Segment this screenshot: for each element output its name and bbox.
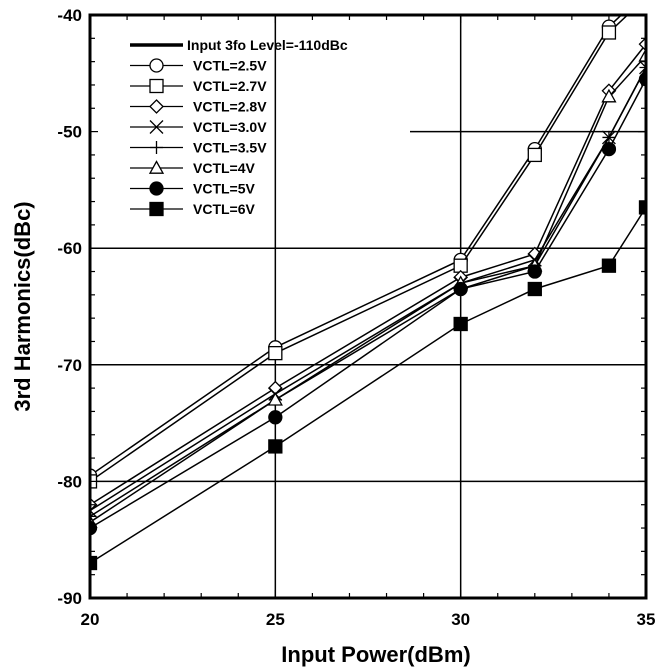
series-line [90, 43, 646, 506]
legend-label: VCTL=3.5V [193, 140, 267, 156]
data-point [638, 200, 646, 215]
data-point [639, 60, 646, 75]
legend-item: VCTL=2.7V [130, 78, 267, 94]
legend: Input 3fo Level=-110dBc VCTL=2.5V VCTL=2.7… [130, 37, 348, 217]
series-group [90, 0, 653, 571]
data-point [638, 71, 646, 87]
y-tick-label: -90 [57, 589, 82, 608]
data-point [527, 281, 542, 297]
data-point [640, 0, 653, 4]
data-point [267, 391, 283, 406]
series-vctl-3-5v [90, 60, 646, 523]
data-point [601, 141, 617, 157]
y-axis-title: 3rd Harmonics(dBc) [10, 201, 35, 411]
y-tick-label: -50 [57, 123, 82, 142]
legend-reference-label: Input 3fo Level=-110dBc [187, 37, 348, 53]
series-vctl-5v [90, 71, 646, 536]
legend-item: VCTL=4V [130, 160, 256, 176]
data-point [601, 25, 617, 40]
legend-marker [149, 58, 164, 73]
data-point [601, 258, 617, 273]
legend-item: VCTL=5V [130, 181, 256, 197]
data-point [453, 316, 468, 332]
data-point [90, 503, 97, 518]
x-axis-title: Input Power(dBm) [281, 642, 470, 667]
legend-label: VCTL=2.5V [193, 58, 267, 74]
legend-marker [148, 160, 165, 174]
series-line [90, 67, 646, 518]
legend-item: VCTL=6V [130, 201, 256, 217]
y-tick-label: -80 [57, 472, 82, 491]
data-point [268, 439, 283, 454]
series-line [90, 15, 629, 483]
tick-labels: 20 25 30 35 -90 -80 -70 -60 -50 -40 [57, 6, 655, 629]
legend-label: VCTL=4V [193, 160, 256, 176]
data-point [602, 130, 616, 144]
data-point [601, 88, 617, 103]
legend-item: VCTL=3.5V [130, 140, 267, 156]
legend-marker [149, 120, 164, 134]
y-tick-label: -70 [57, 356, 82, 375]
y-tick-label: -40 [57, 6, 82, 25]
series-vctl-3-0v [90, 60, 646, 518]
legend-label: VCTL=6V [193, 201, 256, 217]
legend-item: VCTL=3.0V [130, 119, 267, 135]
legend-item: VCTL=2.8V [130, 99, 267, 115]
series-line [90, 67, 646, 512]
legend-label: VCTL=2.7V [193, 78, 267, 94]
data-point [453, 281, 468, 297]
data-point [90, 509, 97, 523]
data-point [527, 147, 542, 163]
legend-item: VCTL=2.5V [130, 58, 267, 74]
y-tick-label: -60 [57, 239, 82, 258]
data-point [268, 410, 283, 425]
series-vctl-2-5v [90, 15, 623, 483]
data-point [527, 264, 542, 279]
data-point [639, 60, 646, 74]
data-point [268, 345, 283, 361]
series-vctl-2-8v [90, 36, 646, 513]
series-line [90, 78, 646, 529]
legend-marker [149, 201, 164, 217]
legend-label: VCTL=2.8V [193, 99, 267, 115]
x-tick-label: 25 [266, 610, 285, 629]
x-tick-label: 35 [637, 610, 656, 629]
data-point [638, 47, 646, 62]
data-point [90, 555, 98, 571]
series-line [90, 55, 646, 523]
series-vctl-2-7v [90, 0, 653, 489]
legend-marker [150, 141, 163, 154]
data-point [638, 36, 646, 52]
series-vctl-6v [90, 200, 646, 571]
series-line [90, 206, 646, 564]
legend-marker [149, 181, 164, 196]
legend-label: VCTL=5V [193, 181, 256, 197]
series-line [90, 15, 623, 477]
plot-frame [88, 13, 648, 600]
legend-label: VCTL=3.0V [193, 119, 267, 135]
x-tick-label: 20 [81, 610, 100, 629]
x-tick-label: 30 [451, 610, 470, 629]
legend-marker [149, 99, 164, 114]
legend-marker [149, 78, 164, 94]
